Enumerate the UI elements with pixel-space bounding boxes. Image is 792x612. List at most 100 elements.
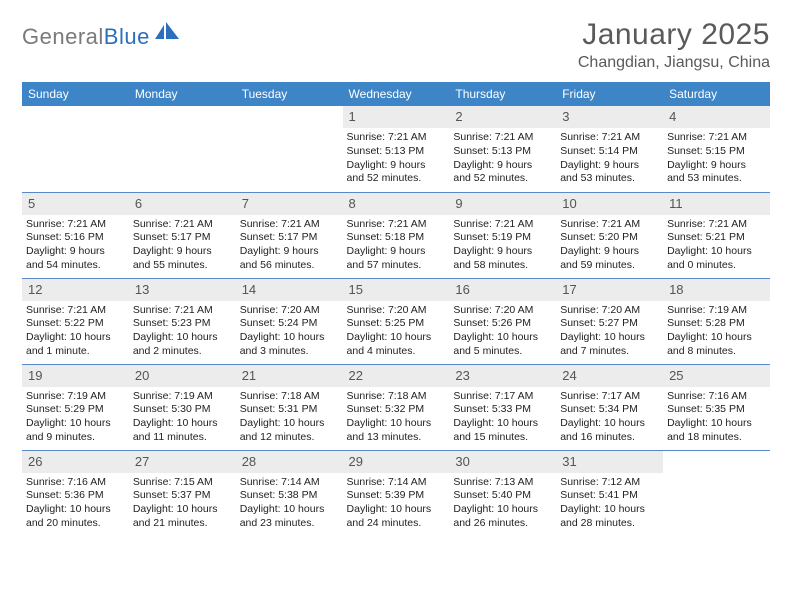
- day-number: 1: [343, 106, 450, 128]
- day-cell: [236, 106, 343, 192]
- day-details: Sunrise: 7:18 AMSunset: 5:31 PMDaylight:…: [236, 387, 343, 447]
- day-details: Sunrise: 7:21 AMSunset: 5:17 PMDaylight:…: [129, 215, 236, 275]
- day-number: 7: [236, 193, 343, 215]
- day-details: Sunrise: 7:21 AMSunset: 5:16 PMDaylight:…: [22, 215, 129, 275]
- day-details: Sunrise: 7:18 AMSunset: 5:32 PMDaylight:…: [343, 387, 450, 447]
- day-cell: 24Sunrise: 7:17 AMSunset: 5:34 PMDayligh…: [556, 364, 663, 450]
- day-number: 13: [129, 279, 236, 301]
- day-cell: 13Sunrise: 7:21 AMSunset: 5:23 PMDayligh…: [129, 278, 236, 364]
- day-number: 29: [343, 451, 450, 473]
- day-number: 14: [236, 279, 343, 301]
- header: GeneralBlue January 2025 Changdian, Jian…: [22, 18, 770, 72]
- day-number: 11: [663, 193, 770, 215]
- week-row: 5Sunrise: 7:21 AMSunset: 5:16 PMDaylight…: [22, 192, 770, 278]
- day-cell: 6Sunrise: 7:21 AMSunset: 5:17 PMDaylight…: [129, 192, 236, 278]
- day-number: [236, 106, 343, 112]
- month-title: January 2025: [578, 18, 770, 52]
- day-cell: 28Sunrise: 7:14 AMSunset: 5:38 PMDayligh…: [236, 450, 343, 536]
- day-cell: 3Sunrise: 7:21 AMSunset: 5:14 PMDaylight…: [556, 106, 663, 192]
- day-number: 6: [129, 193, 236, 215]
- day-details: Sunrise: 7:21 AMSunset: 5:15 PMDaylight:…: [663, 128, 770, 188]
- day-cell: 17Sunrise: 7:20 AMSunset: 5:27 PMDayligh…: [556, 278, 663, 364]
- day-header-row: SundayMondayTuesdayWednesdayThursdayFrid…: [22, 82, 770, 106]
- day-details: Sunrise: 7:21 AMSunset: 5:22 PMDaylight:…: [22, 301, 129, 361]
- location: Changdian, Jiangsu, China: [578, 54, 770, 72]
- day-cell: 14Sunrise: 7:20 AMSunset: 5:24 PMDayligh…: [236, 278, 343, 364]
- day-number: 9: [449, 193, 556, 215]
- day-number: [22, 106, 129, 112]
- day-details: Sunrise: 7:20 AMSunset: 5:25 PMDaylight:…: [343, 301, 450, 361]
- day-cell: 10Sunrise: 7:21 AMSunset: 5:20 PMDayligh…: [556, 192, 663, 278]
- logo-sail-icon: [155, 22, 181, 47]
- day-cell: 8Sunrise: 7:21 AMSunset: 5:18 PMDaylight…: [343, 192, 450, 278]
- day-details: Sunrise: 7:21 AMSunset: 5:21 PMDaylight:…: [663, 215, 770, 275]
- day-number: 12: [22, 279, 129, 301]
- week-row: 26Sunrise: 7:16 AMSunset: 5:36 PMDayligh…: [22, 450, 770, 536]
- day-details: Sunrise: 7:20 AMSunset: 5:26 PMDaylight:…: [449, 301, 556, 361]
- day-cell: 25Sunrise: 7:16 AMSunset: 5:35 PMDayligh…: [663, 364, 770, 450]
- day-details: Sunrise: 7:19 AMSunset: 5:28 PMDaylight:…: [663, 301, 770, 361]
- day-details: Sunrise: 7:21 AMSunset: 5:13 PMDaylight:…: [343, 128, 450, 188]
- title-block: January 2025 Changdian, Jiangsu, China: [578, 18, 770, 72]
- week-row: 12Sunrise: 7:21 AMSunset: 5:22 PMDayligh…: [22, 278, 770, 364]
- day-header: Saturday: [663, 82, 770, 106]
- day-number: 3: [556, 106, 663, 128]
- day-cell: 16Sunrise: 7:20 AMSunset: 5:26 PMDayligh…: [449, 278, 556, 364]
- day-details: Sunrise: 7:21 AMSunset: 5:13 PMDaylight:…: [449, 128, 556, 188]
- day-number: 16: [449, 279, 556, 301]
- day-details: Sunrise: 7:17 AMSunset: 5:34 PMDaylight:…: [556, 387, 663, 447]
- day-number: 19: [22, 365, 129, 387]
- day-cell: [129, 106, 236, 192]
- day-details: Sunrise: 7:15 AMSunset: 5:37 PMDaylight:…: [129, 473, 236, 533]
- day-details: Sunrise: 7:13 AMSunset: 5:40 PMDaylight:…: [449, 473, 556, 533]
- day-number: 2: [449, 106, 556, 128]
- day-cell: 11Sunrise: 7:21 AMSunset: 5:21 PMDayligh…: [663, 192, 770, 278]
- day-header: Wednesday: [343, 82, 450, 106]
- day-cell: 22Sunrise: 7:18 AMSunset: 5:32 PMDayligh…: [343, 364, 450, 450]
- day-cell: 7Sunrise: 7:21 AMSunset: 5:17 PMDaylight…: [236, 192, 343, 278]
- day-number: 20: [129, 365, 236, 387]
- day-header: Friday: [556, 82, 663, 106]
- day-cell: 19Sunrise: 7:19 AMSunset: 5:29 PMDayligh…: [22, 364, 129, 450]
- day-number: 5: [22, 193, 129, 215]
- calendar-table: SundayMondayTuesdayWednesdayThursdayFrid…: [22, 82, 770, 536]
- day-number: 30: [449, 451, 556, 473]
- day-cell: 2Sunrise: 7:21 AMSunset: 5:13 PMDaylight…: [449, 106, 556, 192]
- logo-text-1: General: [22, 24, 104, 49]
- day-cell: 1Sunrise: 7:21 AMSunset: 5:13 PMDaylight…: [343, 106, 450, 192]
- day-number: 31: [556, 451, 663, 473]
- day-header: Monday: [129, 82, 236, 106]
- day-number: 8: [343, 193, 450, 215]
- day-header: Sunday: [22, 82, 129, 106]
- day-number: [663, 451, 770, 457]
- day-details: Sunrise: 7:14 AMSunset: 5:38 PMDaylight:…: [236, 473, 343, 533]
- day-number: 15: [343, 279, 450, 301]
- day-cell: 29Sunrise: 7:14 AMSunset: 5:39 PMDayligh…: [343, 450, 450, 536]
- day-number: [129, 106, 236, 112]
- day-cell: 9Sunrise: 7:21 AMSunset: 5:19 PMDaylight…: [449, 192, 556, 278]
- day-number: 21: [236, 365, 343, 387]
- day-details: Sunrise: 7:21 AMSunset: 5:14 PMDaylight:…: [556, 128, 663, 188]
- day-cell: 12Sunrise: 7:21 AMSunset: 5:22 PMDayligh…: [22, 278, 129, 364]
- day-number: 4: [663, 106, 770, 128]
- day-cell: 27Sunrise: 7:15 AMSunset: 5:37 PMDayligh…: [129, 450, 236, 536]
- day-details: Sunrise: 7:20 AMSunset: 5:27 PMDaylight:…: [556, 301, 663, 361]
- day-details: Sunrise: 7:21 AMSunset: 5:17 PMDaylight:…: [236, 215, 343, 275]
- day-cell: [663, 450, 770, 536]
- day-details: Sunrise: 7:14 AMSunset: 5:39 PMDaylight:…: [343, 473, 450, 533]
- logo-text-2: Blue: [104, 24, 150, 49]
- day-number: 22: [343, 365, 450, 387]
- day-number: 17: [556, 279, 663, 301]
- day-cell: 31Sunrise: 7:12 AMSunset: 5:41 PMDayligh…: [556, 450, 663, 536]
- day-details: Sunrise: 7:16 AMSunset: 5:35 PMDaylight:…: [663, 387, 770, 447]
- day-cell: [22, 106, 129, 192]
- day-cell: 4Sunrise: 7:21 AMSunset: 5:15 PMDaylight…: [663, 106, 770, 192]
- week-row: 1Sunrise: 7:21 AMSunset: 5:13 PMDaylight…: [22, 106, 770, 192]
- day-number: 27: [129, 451, 236, 473]
- day-cell: 20Sunrise: 7:19 AMSunset: 5:30 PMDayligh…: [129, 364, 236, 450]
- day-number: 10: [556, 193, 663, 215]
- day-cell: 5Sunrise: 7:21 AMSunset: 5:16 PMDaylight…: [22, 192, 129, 278]
- day-details: Sunrise: 7:21 AMSunset: 5:23 PMDaylight:…: [129, 301, 236, 361]
- day-number: 18: [663, 279, 770, 301]
- day-details: Sunrise: 7:16 AMSunset: 5:36 PMDaylight:…: [22, 473, 129, 533]
